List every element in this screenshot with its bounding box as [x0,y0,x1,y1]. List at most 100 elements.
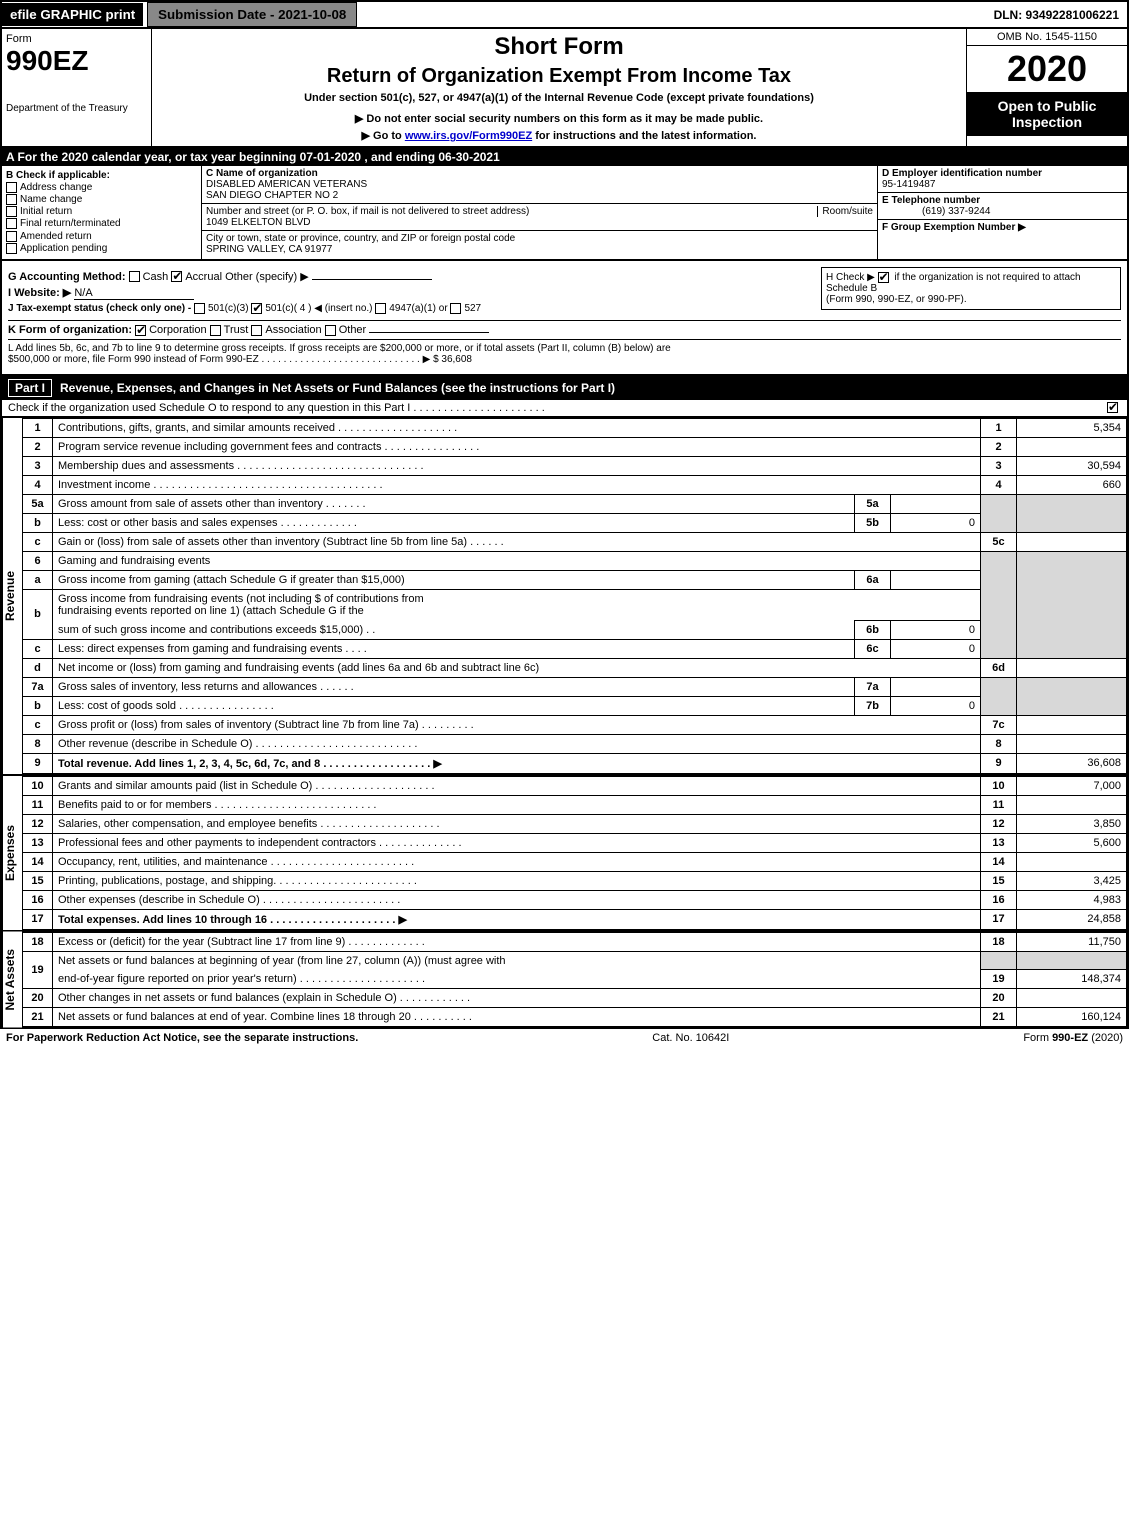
side-revenue: Revenue [2,418,22,774]
cb-amended-return[interactable]: Amended return [6,231,197,242]
cb-application-pending[interactable]: Application pending [6,243,197,254]
sub-val: 0 [891,620,981,639]
line-desc: Benefits paid to or for members . . . . … [53,795,981,814]
bold-desc: Total expenses. Add lines 10 through 16 … [58,914,407,926]
cb-label: Name change [20,194,82,205]
line-rnum: 5c [981,532,1017,551]
sub-val [891,494,981,513]
shade-cell [1017,494,1127,532]
line-num: 5a [23,494,53,513]
cb-address-change[interactable]: Address change [6,182,197,193]
checkbox-icon[interactable] [6,231,17,242]
misc-box: H Check ▶ if the organization is not req… [0,261,1129,376]
line-rnum: 10 [981,776,1017,795]
line-num: 1 [23,418,53,437]
line-desc: sum of such gross income and contributio… [53,620,855,639]
cb-name-change[interactable]: Name change [6,194,197,205]
h-text1: H Check ▶ [826,272,875,283]
part1-header: Part I Revenue, Expenses, and Changes in… [0,376,1129,400]
j-3: 4947(a)(1) or [389,303,447,314]
shade-cell [1017,677,1127,715]
efile-print-button[interactable]: efile GRAPHIC print [2,3,143,26]
cb-initial-return[interactable]: Initial return [6,206,197,217]
sub-label: 7a [855,677,891,696]
checkbox-icon[interactable] [375,303,386,314]
line-num: 21 [23,1008,53,1027]
cb-label: Application pending [20,243,107,254]
checkbox-icon[interactable] [325,325,336,336]
table-row: 6Gaming and fundraising events [23,551,1127,570]
line-rnum: 19 [981,970,1017,989]
k-other-input[interactable] [369,332,489,333]
line-desc: Net income or (loss) from gaming and fun… [53,658,981,677]
checkbox-icon[interactable] [171,271,182,282]
l-text2: $500,000 or more, file Form 990 instead … [8,354,472,365]
form-number-box: Form 990EZ Department of the Treasury [2,29,152,146]
checkbox-icon[interactable] [129,271,140,282]
checkbox-icon[interactable] [6,206,17,217]
checkbox-icon[interactable] [450,303,461,314]
line-desc: Less: direct expenses from gaming and fu… [53,639,855,658]
line-desc: Program service revenue including govern… [53,437,981,456]
table-row: 13Professional fees and other payments t… [23,833,1127,852]
shade-cell [981,551,1017,658]
city-row: City or town, state or province, country… [202,231,877,257]
checkbox-icon[interactable] [1107,402,1118,413]
sub-label: 5a [855,494,891,513]
sub-val [891,570,981,589]
form-number: 990EZ [6,45,147,77]
line-rnum: 8 [981,734,1017,753]
table-row: 7aGross sales of inventory, less returns… [23,677,1127,696]
return-title: Return of Organization Exempt From Incom… [158,65,960,88]
line-desc: Gain or (loss) from sale of assets other… [53,532,981,551]
g-other-input[interactable] [312,279,432,280]
page-footer: For Paperwork Reduction Act Notice, see … [0,1029,1129,1047]
sub-label: 6c [855,639,891,658]
line-num: 9 [23,753,53,773]
ein-row: D Employer identification number 95-1419… [878,166,1127,193]
line-desc: Occupancy, rent, utilities, and maintena… [53,852,981,871]
checkbox-icon[interactable] [6,182,17,193]
line-rnum: 1 [981,418,1017,437]
line-num: c [23,532,53,551]
netassets-wrapper: Net Assets 18Excess or (deficit) for the… [0,932,1129,1030]
checkbox-icon[interactable] [6,218,17,229]
sub-val: 0 [891,639,981,658]
checkbox-icon[interactable] [251,325,262,336]
line-amt: 3,850 [1017,814,1127,833]
checkbox-icon[interactable] [6,194,17,205]
omb-number: OMB No. 1545-1150 [967,29,1127,46]
i-label: I Website: ▶ [8,287,71,299]
checkbox-icon[interactable] [135,325,146,336]
k-1: Corporation [149,324,206,336]
revenue-table: 1Contributions, gifts, grants, and simil… [22,418,1127,774]
checkbox-icon[interactable] [251,303,262,314]
org-name-label: C Name of organization [206,168,318,179]
line-desc: Professional fees and other payments to … [53,833,981,852]
fr-pre: Form [1023,1032,1052,1044]
website-value: N/A [74,287,194,300]
checkbox-icon[interactable] [878,272,889,283]
checkbox-icon[interactable] [194,303,205,314]
line-amt [1017,658,1127,677]
do-not-enter: ▶ Do not enter social security numbers o… [158,112,960,125]
d3: fundraising events reported on line 1) (… [58,605,364,617]
checkbox-icon[interactable] [210,325,221,336]
line-amt: 4,983 [1017,890,1127,909]
ein-value: 95-1419487 [882,179,935,190]
submission-date-button[interactable]: Submission Date - 2021-10-08 [147,2,357,27]
cb-final-return[interactable]: Final return/terminated [6,218,197,229]
checkbox-icon[interactable] [6,243,17,254]
line-amt [1017,989,1127,1008]
form-header: Form 990EZ Department of the Treasury Sh… [0,29,1129,148]
group-row: F Group Exemption Number ▶ [878,220,1127,235]
line-rnum: 18 [981,932,1017,951]
line-desc: Gaming and fundraising events [53,551,981,570]
cb-label: Final return/terminated [20,219,121,230]
line-amt [1017,437,1127,456]
table-row: 2Program service revenue including gover… [23,437,1127,456]
section-bcd: B Check if applicable: Address change Na… [0,166,1129,261]
goto-link[interactable]: www.irs.gov/Form990EZ [405,130,532,142]
cb-label: Address change [20,182,92,193]
line-desc: Total expenses. Add lines 10 through 16 … [53,909,981,929]
